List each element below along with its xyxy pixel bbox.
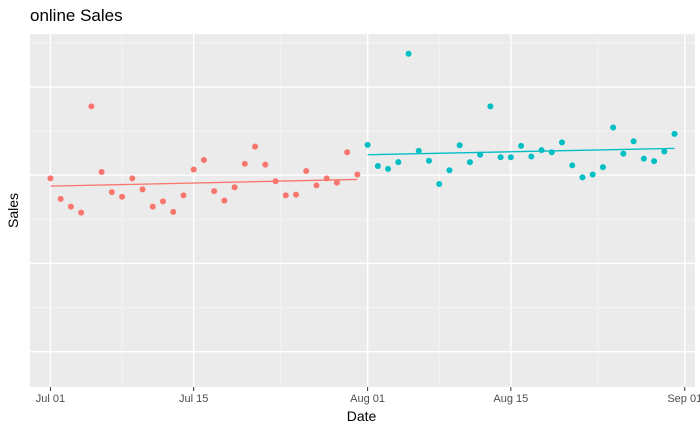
data-point (559, 139, 565, 146)
data-point (507, 154, 514, 161)
trend-line (50, 178, 358, 187)
data-point (487, 103, 494, 110)
data-point (548, 149, 555, 156)
data-point (671, 130, 678, 137)
data-point (599, 164, 606, 171)
data-point (170, 208, 177, 215)
data-point (88, 103, 95, 110)
x-tick-label: Sep 01 (667, 393, 700, 405)
data-point (436, 181, 443, 188)
data-point (262, 161, 269, 168)
x-tick-label: Jul 01 (36, 393, 65, 405)
data-point (589, 171, 596, 178)
data-point (98, 169, 105, 176)
data-point (651, 158, 658, 165)
data-point (415, 147, 422, 154)
data-point (293, 191, 299, 198)
data-point (149, 203, 156, 210)
data-point (569, 162, 576, 169)
data-point (630, 138, 637, 145)
data-point (661, 148, 668, 155)
data-point (640, 155, 647, 162)
data-points (47, 50, 678, 216)
data-point (180, 192, 187, 199)
data-point (241, 160, 248, 167)
data-point (47, 175, 54, 182)
x-tick-label: Aug 15 (493, 393, 528, 405)
data-point (272, 178, 279, 185)
data-point (405, 50, 412, 57)
grid-minor (30, 34, 695, 387)
data-point (129, 175, 136, 182)
data-point (160, 198, 166, 205)
data-point (518, 142, 525, 149)
data-point (610, 124, 617, 131)
data-point (139, 186, 146, 193)
data-point (323, 175, 330, 182)
data-point (211, 188, 218, 195)
data-point (282, 192, 289, 199)
data-point (374, 163, 381, 170)
data-point (108, 189, 115, 196)
data-point (385, 165, 392, 172)
data-point (528, 153, 535, 160)
data-point (456, 142, 463, 149)
data-point (57, 195, 64, 202)
data-point (231, 184, 238, 191)
data-point (119, 193, 126, 200)
y-axis-label: Sales (5, 193, 21, 228)
data-point (78, 209, 85, 216)
chart-title: online Sales (30, 6, 123, 25)
data-point (333, 179, 340, 186)
data-point (364, 141, 371, 148)
data-point (426, 157, 432, 164)
plot-panel (30, 34, 695, 387)
data-point (200, 157, 207, 164)
data-point (620, 150, 627, 157)
data-point (497, 154, 504, 161)
data-point (252, 143, 259, 150)
data-point (344, 149, 351, 156)
data-point (354, 171, 361, 178)
data-point (313, 182, 320, 189)
x-tick-label: Aug 01 (350, 393, 385, 405)
data-point (477, 151, 484, 158)
data-point (466, 159, 473, 166)
data-point (190, 166, 197, 173)
data-point (303, 167, 310, 174)
x-tick-label: Jul 15 (179, 393, 208, 405)
data-point (395, 159, 402, 166)
data-point (538, 147, 545, 154)
x-axis-label: Date (347, 408, 377, 424)
data-point (67, 203, 74, 210)
data-point (446, 167, 453, 174)
x-axis: Jul 01 Jul 15 Aug 01 Aug 15 Sep 01 (36, 387, 700, 405)
data-point (221, 197, 228, 204)
data-point (579, 174, 586, 181)
